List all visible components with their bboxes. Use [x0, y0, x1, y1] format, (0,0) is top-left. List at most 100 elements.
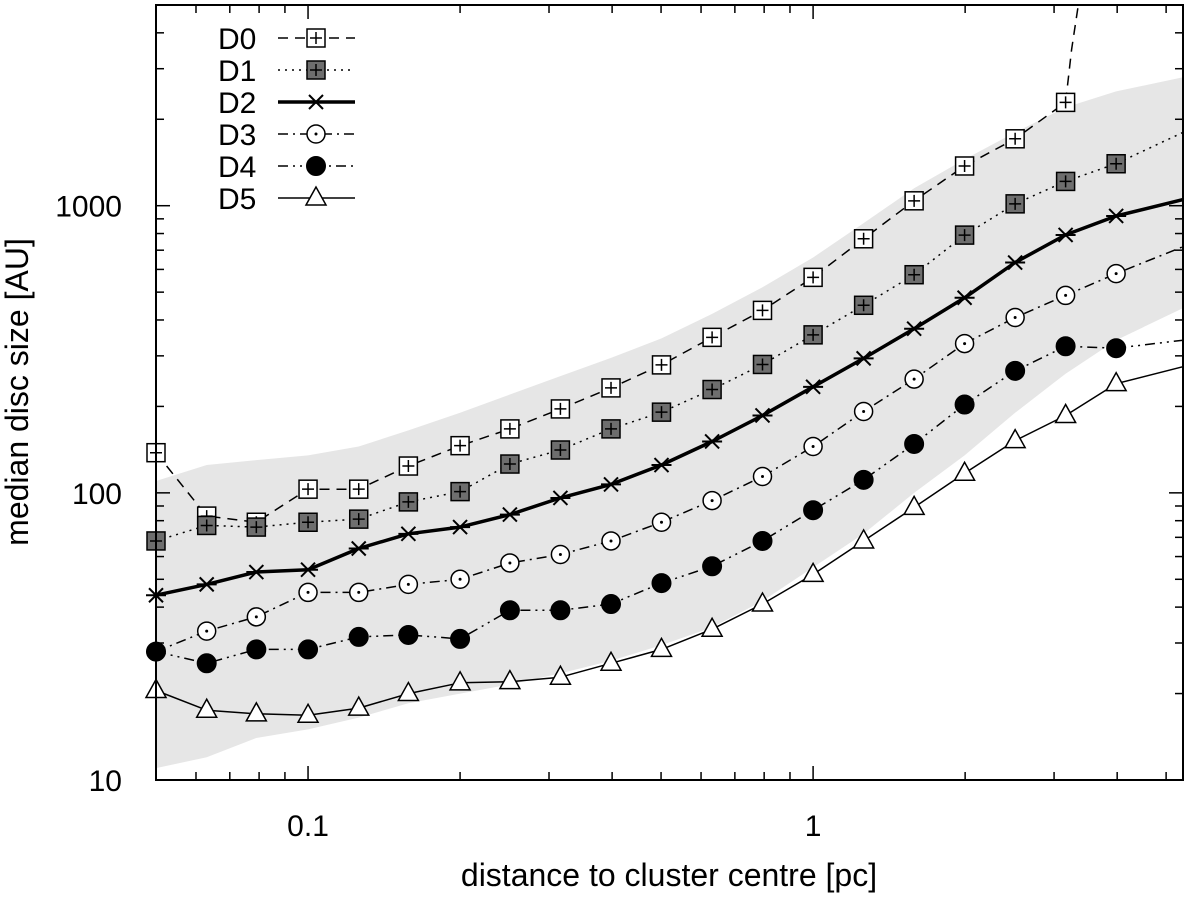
series-d5: [144, 365, 1184, 724]
data-point: [1005, 254, 1026, 271]
data-point: [904, 433, 925, 454]
legend-label: D5: [218, 183, 256, 216]
legend-item-d1: D1: [218, 55, 355, 88]
data-point-cross: [250, 521, 263, 534]
data-point: [296, 702, 320, 724]
data-point: [549, 664, 572, 685]
data-point-cross: [503, 458, 516, 471]
tick-labels: 0.1 1 10 100 1000: [55, 191, 821, 843]
data-point-cross: [655, 406, 668, 419]
data-point-dot: [761, 475, 765, 479]
data-point-cross: [1059, 96, 1072, 109]
data-point-dot: [609, 539, 613, 543]
data-point-cross: [605, 381, 618, 394]
data-point-cross: [807, 271, 820, 284]
data-point: [702, 556, 723, 577]
data-point: [1055, 336, 1076, 357]
data-point: [196, 653, 217, 674]
data-point-cross: [310, 32, 322, 44]
spread-band: [156, 77, 1183, 769]
data-point-dot: [659, 520, 663, 524]
series-d0-tail: [1064, 4, 1080, 103]
data-point: [803, 379, 824, 395]
data-point-cross: [1009, 132, 1022, 145]
data-point: [752, 530, 773, 551]
data-point-cross: [958, 159, 971, 172]
series-d3-line: [155, 246, 1184, 653]
data-point-cross: [908, 268, 921, 281]
data-point-cross: [454, 439, 467, 452]
legend-label: D4: [218, 151, 256, 184]
data-point-dot: [862, 410, 866, 414]
data-point-cross: [554, 402, 567, 415]
data-point-cross: [605, 422, 618, 435]
data-point: [298, 561, 319, 578]
series-d3: [146, 246, 1184, 662]
data-point-cross: [706, 331, 719, 344]
data-point: [803, 500, 824, 521]
data-point: [306, 94, 326, 110]
data-point-cross: [302, 483, 315, 496]
x-tick-label: 1: [805, 810, 822, 843]
data-point: [1055, 227, 1076, 243]
data-point: [954, 290, 975, 306]
data-point: [599, 650, 623, 672]
data-point-cross: [1009, 197, 1022, 210]
data-point: [246, 564, 267, 580]
data-point-cross: [402, 460, 415, 473]
data-point: [450, 628, 471, 649]
data-point-cross: [857, 299, 870, 312]
data-point-dot: [357, 590, 361, 594]
data-point-dot: [811, 445, 815, 449]
data-point: [195, 697, 218, 718]
data-point-cross: [310, 64, 322, 76]
data-point: [853, 350, 874, 367]
data-point: [1003, 428, 1027, 449]
legend-item-d4: D4: [218, 151, 355, 184]
data-point: [954, 394, 975, 415]
data-point: [702, 433, 723, 450]
data-point: [348, 540, 369, 557]
plot-frame: [155, 4, 1184, 781]
data-point: [246, 639, 267, 660]
legend-item-d5: D5: [218, 183, 355, 216]
x-tick-label: 0.1: [287, 810, 329, 843]
data-point-cross: [655, 358, 668, 371]
data-point: [196, 576, 217, 593]
legend-label: D1: [218, 55, 256, 88]
legend-label: D3: [218, 119, 256, 152]
data-point: [651, 457, 672, 473]
data-point: [245, 701, 268, 722]
series-d2: [146, 197, 1184, 603]
data-point: [1005, 360, 1026, 381]
data-point: [348, 626, 369, 647]
data-point: [904, 320, 925, 337]
data-point: [398, 526, 419, 542]
data-point-cross: [554, 444, 567, 457]
data-point: [650, 636, 673, 658]
data-point: [499, 506, 520, 523]
legend-item-d0: D0: [218, 23, 355, 56]
data-point-dot: [458, 577, 462, 581]
series-d0: [146, 4, 1080, 532]
data-point: [651, 573, 672, 594]
data-point-cross: [958, 229, 971, 242]
legend-label: D2: [218, 87, 256, 120]
data-point-dot: [963, 342, 967, 346]
y-tick-label: 100: [72, 478, 122, 511]
data-point: [853, 469, 874, 490]
data-point-cross: [402, 495, 415, 508]
data-point-cross: [352, 513, 365, 526]
data-point-dot: [1013, 316, 1017, 320]
data-point-cross: [756, 304, 769, 317]
data-point: [902, 494, 926, 516]
data-point-cross: [503, 422, 516, 435]
data-point: [601, 594, 622, 615]
series-d4: [146, 336, 1184, 674]
series-layer: [144, 4, 1184, 724]
data-point-dot: [306, 590, 310, 594]
data-point: [801, 561, 825, 583]
data-point: [1106, 338, 1127, 359]
